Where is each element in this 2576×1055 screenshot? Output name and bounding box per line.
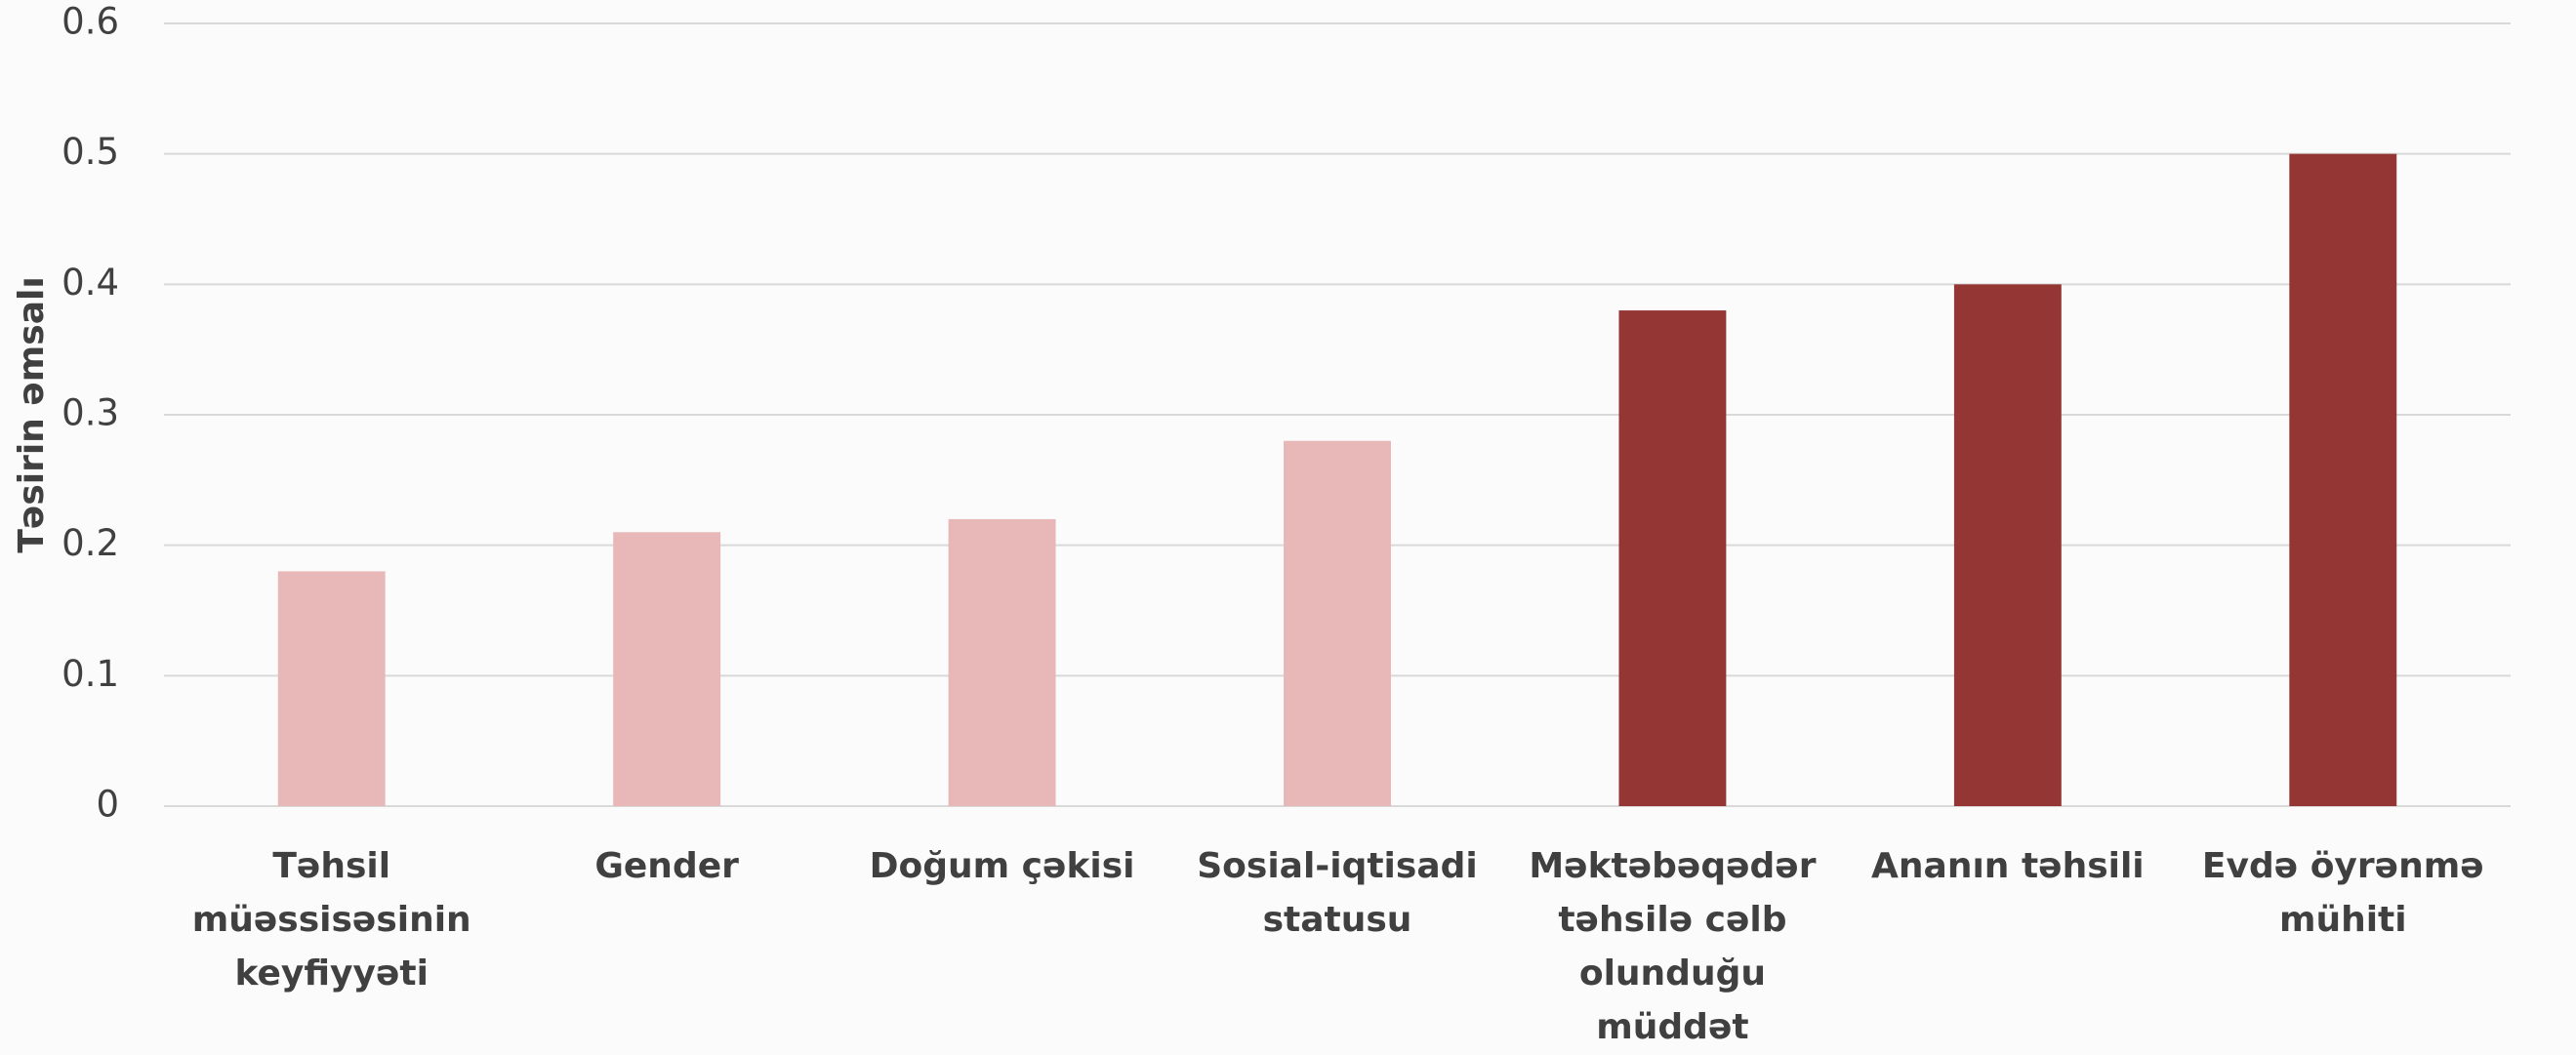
bar [948, 518, 1056, 806]
x-tick-label: Təhsil müəssisəsinin keyfiyyəti [191, 846, 471, 994]
x-tick-label: Evdə öyrənmə mühiti [2201, 846, 2484, 940]
y-tick-label: 0.4 [61, 262, 119, 304]
x-tick-label: Məktəbəqədər təhsilə cəlb olunduğu müddə… [1529, 846, 1817, 1047]
x-tick-label: Gender [594, 846, 739, 886]
bar [1953, 284, 2062, 806]
y-tick-label: 0.6 [61, 1, 119, 43]
y-tick-label: 0.2 [61, 522, 119, 564]
x-tick-label: Ananın təhsili [1871, 846, 2145, 886]
x-tick-label: Sosial-iqtisadi statusu [1197, 846, 1478, 940]
y-tick-label: 0.5 [61, 131, 119, 173]
bar [2289, 153, 2397, 806]
x-tick-label: Doğum çəkisi [869, 846, 1135, 886]
y-axis-title: Təsirin əmsalı [12, 276, 52, 552]
bar [1284, 440, 1391, 806]
y-tick-label: 0 [96, 784, 119, 826]
y-tick-label: 0.1 [61, 653, 119, 695]
bar [277, 571, 386, 806]
y-tick-label: 0.3 [61, 392, 119, 434]
bar [1618, 310, 1727, 806]
bar [613, 532, 721, 806]
